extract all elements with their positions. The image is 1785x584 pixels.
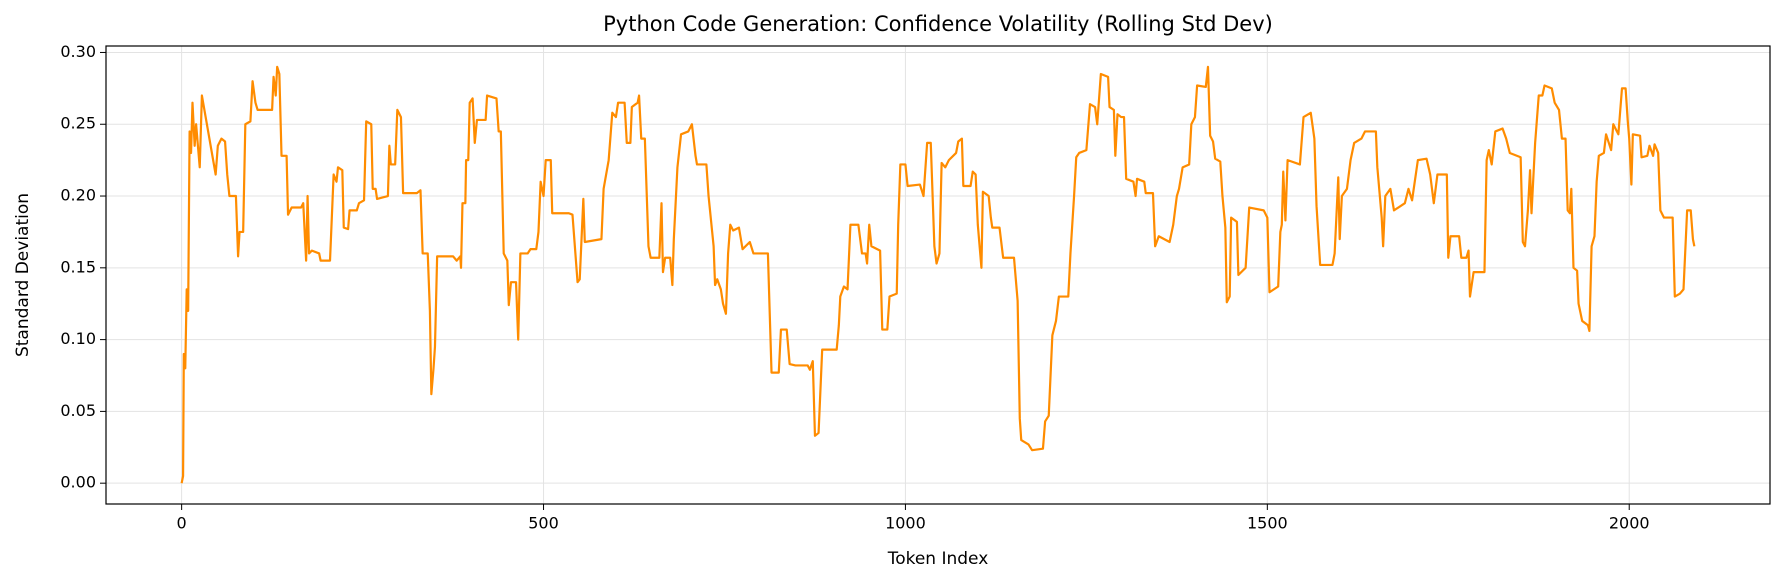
- x-tick-label: 500: [528, 514, 559, 533]
- x-tick-label: 1000: [885, 514, 926, 533]
- y-tick-label: 0.10: [60, 329, 96, 348]
- x-tick-label: 2000: [1609, 514, 1650, 533]
- y-tick-label: 0.25: [60, 114, 96, 133]
- y-tick-label: 0.20: [60, 186, 96, 205]
- y-tick-label: 0.30: [60, 42, 96, 61]
- x-axis-label: Token Index: [887, 549, 989, 569]
- x-tick-label: 0: [177, 514, 187, 533]
- y-tick-label: 0.05: [60, 401, 96, 420]
- x-tick-label: 1500: [1247, 514, 1288, 533]
- data-line: [180, 65, 1696, 484]
- chart-title: Python Code Generation: Confidence Volat…: [603, 12, 1273, 36]
- plot-frame: [105, 45, 1771, 505]
- y-axis-label: Standard Deviation: [13, 193, 33, 357]
- y-tick-label: 0.00: [60, 473, 96, 492]
- y-tick-label: 0.15: [60, 257, 96, 276]
